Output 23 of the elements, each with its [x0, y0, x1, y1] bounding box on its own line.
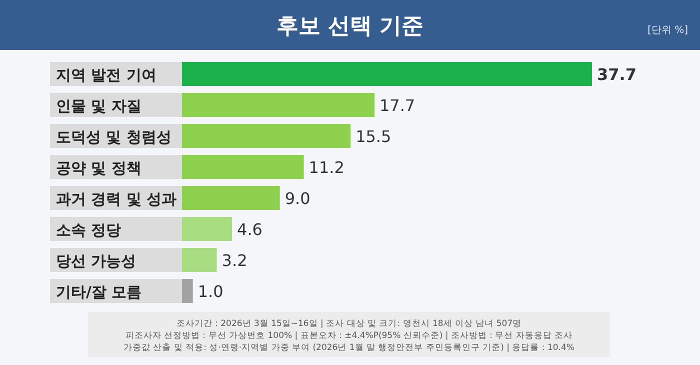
data-label: 15.5	[356, 127, 392, 146]
text: 가중값 산출 및 적용: 성·연령·지역별 가중 부여 (2026년 1월 말 행정안전부 주민등록인구 기준) | 응답률 : 10.4%	[124, 343, 574, 353]
chart-title: 후보 선택 기준	[276, 14, 424, 39]
y-tick-label: 소속 정당	[56, 221, 122, 239]
y-tick-label: 공약 및 정책	[56, 159, 142, 177]
bar	[182, 279, 193, 303]
y-tick-label: 당선 가능성	[56, 252, 136, 270]
y-tick-label: 지역 발전 기여	[56, 66, 156, 84]
data-label: 1.0	[198, 282, 224, 301]
data-label: 37.7	[597, 65, 636, 84]
y-tick-label: 과거 경력 및 성과	[56, 190, 177, 208]
y-tick-label: 도덕성 및 청렴성	[56, 128, 172, 146]
data-label: 11.2	[308, 158, 344, 177]
data-label: 4.6	[237, 220, 262, 239]
data-label: 9.0	[284, 189, 310, 208]
text: [단위 %]	[648, 25, 688, 36]
y-tick-label: 기타/잘 모름	[56, 283, 142, 301]
bar	[182, 248, 217, 272]
data-label: 17.7	[379, 96, 416, 115]
data-label: 3.2	[222, 251, 248, 270]
text: 피조사자 선정방법 : 무선 가상번호 100% | 표본오차 : ±4.4%P(95% 신뢰수준) | 조사방법 : 무선 자동응답 조사	[125, 331, 573, 341]
y-tick-label: 인물 및 자질	[56, 97, 142, 115]
text: 조사기간 : 2026년 3월 15일~16일 | 조사 대상 및 크기: 영천시 18세 이상 남녀 507명	[176, 319, 522, 329]
